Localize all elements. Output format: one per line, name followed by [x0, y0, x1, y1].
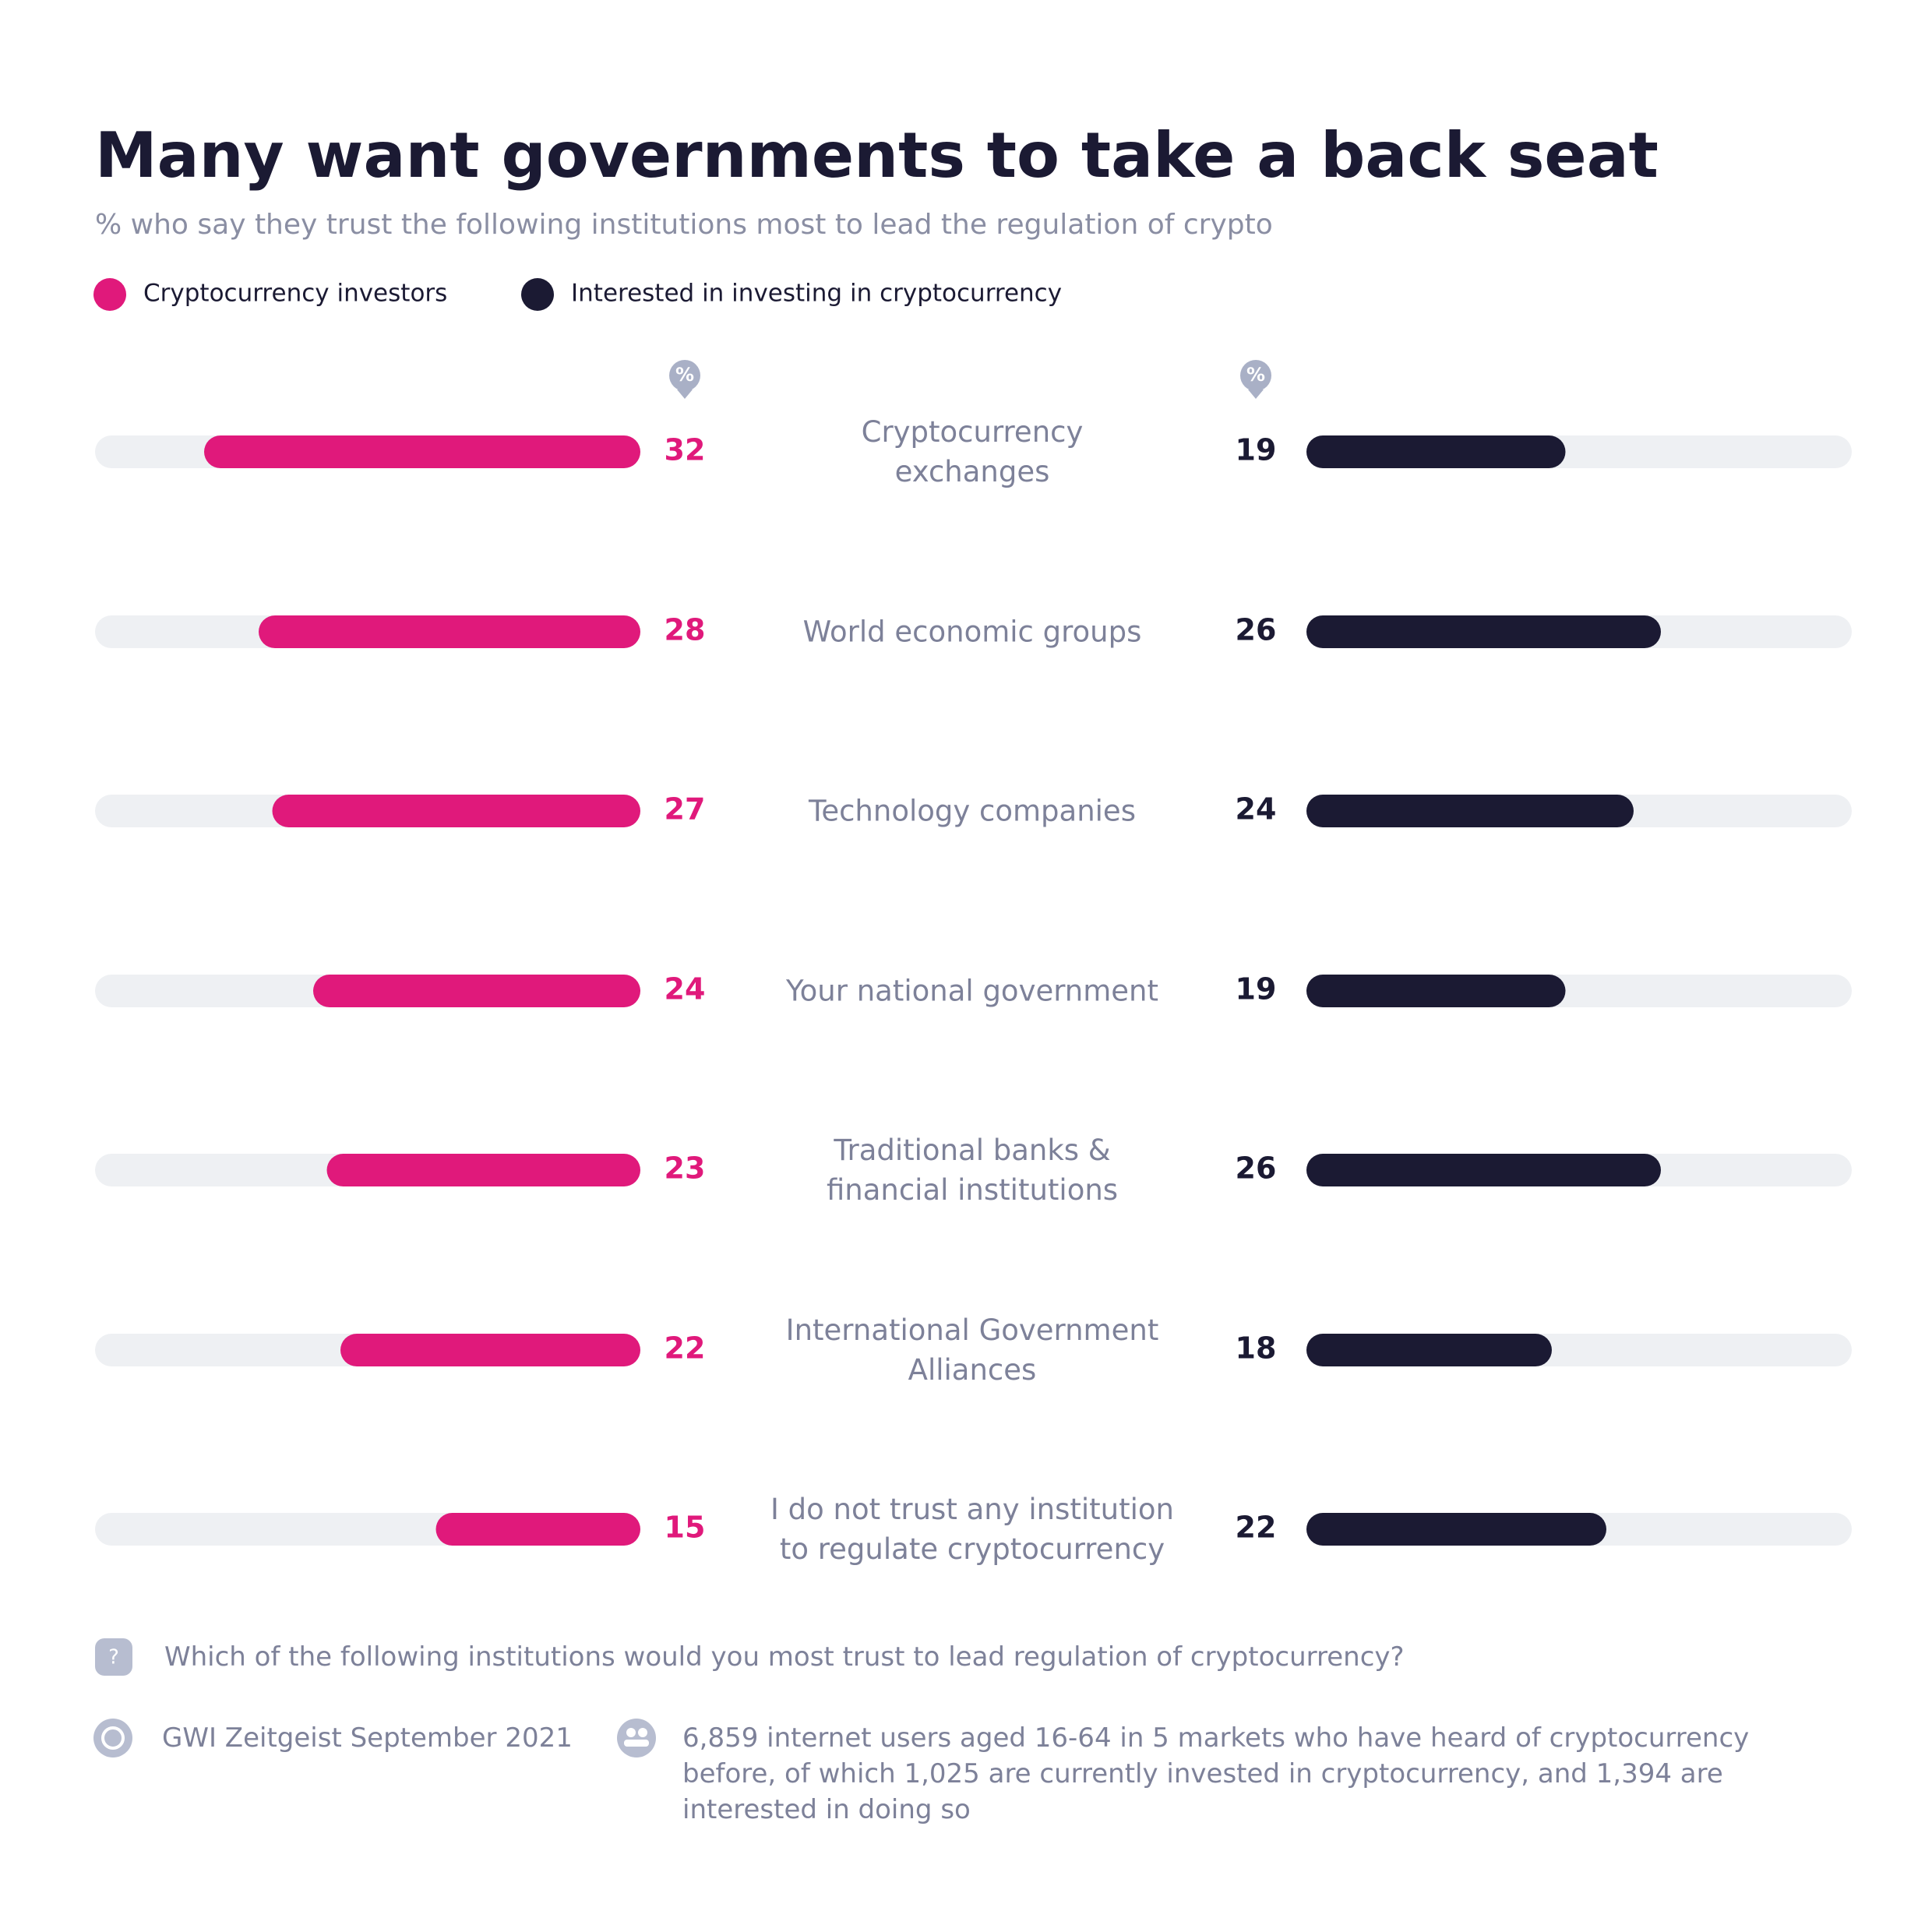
bar [259, 615, 640, 648]
value-label: 19 [1236, 972, 1277, 1007]
bar [313, 975, 640, 1007]
legend-label: Interested in investing in cryptocurrenc… [571, 280, 1062, 308]
value-label: 24 [1236, 792, 1277, 827]
value-label: 28 [665, 613, 706, 647]
unit-label: % [1246, 364, 1265, 386]
bar [1306, 975, 1566, 1007]
bar [1306, 795, 1634, 827]
bar [1306, 1513, 1606, 1546]
footer-icons: ? [93, 1638, 656, 1757]
value-label: 24 [665, 972, 706, 1007]
value-label: 27 [665, 792, 706, 827]
value-label: 22 [665, 1331, 706, 1366]
value-label: 32 [665, 433, 706, 467]
category-label: Technology companies [809, 794, 1136, 828]
bar [340, 1334, 640, 1366]
unit-label: % [675, 364, 694, 386]
survey-question: Which of the following institutions woul… [164, 1641, 1405, 1673]
sample: 6,859 internet users aged 16-64 in 5 mar… [682, 1722, 1750, 1825]
bar [435, 1513, 640, 1546]
svg-text:?: ? [108, 1646, 119, 1669]
bar [1306, 435, 1566, 468]
bar [272, 795, 640, 827]
category-label: Cryptocurrency exchanges [861, 415, 1084, 488]
value-label: 26 [1236, 1151, 1277, 1186]
value-label: 19 [1236, 433, 1277, 467]
value-label: 22 [1236, 1511, 1277, 1545]
legend-swatch [521, 278, 554, 311]
category-label: International Government Alliances [785, 1313, 1159, 1387]
legend-swatch [93, 278, 126, 311]
category-label: Your national government [785, 974, 1159, 1008]
category-label: World economic groups [802, 615, 1142, 649]
bar [1306, 1334, 1552, 1366]
value-label: 23 [665, 1151, 706, 1186]
bar [1306, 615, 1661, 648]
bar [1306, 1154, 1661, 1186]
value-label: 26 [1236, 613, 1277, 647]
category-label: I do not trust any institution to regula… [770, 1493, 1175, 1566]
chart-title: Many want governments to take a back sea… [95, 119, 1659, 192]
source: GWI Zeitgeist September 2021 [162, 1722, 573, 1754]
chart-subtitle: % who say they trust the following insti… [95, 209, 1273, 241]
legend-label: Cryptocurrency investors [143, 280, 447, 308]
value-label: 18 [1236, 1331, 1277, 1366]
unit-badge [669, 360, 1271, 399]
bar [204, 435, 640, 468]
value-label: 15 [665, 1511, 706, 1545]
bar [326, 1154, 640, 1186]
category-label: Traditional banks & financial institutio… [826, 1133, 1119, 1207]
